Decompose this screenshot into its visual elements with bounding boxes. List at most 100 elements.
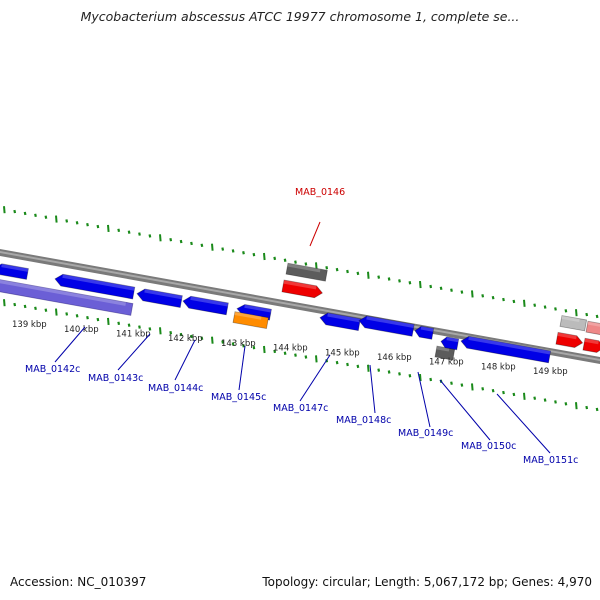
outer-tick bbox=[502, 297, 505, 302]
outer-tick bbox=[148, 234, 152, 238]
outer-tick bbox=[471, 290, 474, 298]
outer-tick bbox=[117, 228, 121, 233]
inner-tick bbox=[159, 327, 162, 335]
inner-tick bbox=[564, 402, 568, 406]
gene-labels: MAB_0146 MAB_0142c MAB_0143c MAB_0144c MAB_0… bbox=[25, 187, 578, 466]
gene-label-mab-0147c: MAB_0147c bbox=[273, 403, 328, 414]
outer-tick bbox=[346, 269, 349, 274]
outer-tick bbox=[377, 275, 381, 279]
outer-tick bbox=[460, 290, 464, 294]
outer-tick bbox=[55, 215, 58, 223]
outer-tick bbox=[543, 305, 547, 309]
gene-label-mab-0142c: MAB_0142c bbox=[25, 364, 80, 375]
inner-tick bbox=[190, 334, 193, 339]
inner-tick bbox=[13, 302, 17, 307]
kbp-label: 147 kbp bbox=[429, 358, 464, 368]
inner-tick bbox=[221, 340, 225, 344]
outer-tick bbox=[65, 219, 69, 223]
outer-tick bbox=[335, 267, 339, 272]
outer-tick bbox=[356, 271, 360, 276]
inner-tick bbox=[86, 315, 89, 320]
kbp-label: 146 kbp bbox=[377, 353, 412, 363]
inner-tick bbox=[252, 345, 256, 350]
gene-block-mab-0145c-product[interactable] bbox=[232, 311, 269, 330]
gene-label-mab-0151c-leader bbox=[496, 393, 551, 454]
gene-label-mab-0146-leader bbox=[309, 221, 321, 247]
gene-block-mab-0151c[interactable] bbox=[460, 335, 552, 364]
outer-tick bbox=[523, 299, 526, 307]
outer-tick bbox=[75, 221, 79, 225]
outer-tick bbox=[221, 247, 225, 251]
kbp-label: 148 kbp bbox=[481, 362, 516, 372]
inner-tick bbox=[523, 392, 526, 400]
gene-label-mab-0142c-leader bbox=[54, 326, 86, 363]
outer-tick bbox=[96, 224, 100, 229]
outer-tick bbox=[263, 252, 266, 261]
gene-block-mab-0147c[interactable] bbox=[319, 312, 361, 332]
inner-tick bbox=[263, 345, 266, 354]
inner-tick bbox=[408, 374, 412, 378]
gene-block-mab-0146[interactable] bbox=[281, 279, 323, 299]
gene-block-mab-0142c[interactable] bbox=[54, 273, 136, 300]
inner-tick bbox=[23, 304, 27, 309]
inner-tick bbox=[200, 336, 204, 341]
inner-tick bbox=[273, 349, 277, 354]
kbp-label: 149 kbp bbox=[533, 367, 568, 377]
gene-block-mab-0148c[interactable] bbox=[358, 315, 415, 337]
inner-tick bbox=[512, 392, 516, 397]
inner-tick bbox=[3, 299, 6, 307]
gene-label-mab-0144c: MAB_0144c bbox=[148, 383, 203, 394]
inner-tick bbox=[377, 368, 381, 372]
gene-block-mab-0142c-product[interactable] bbox=[0, 278, 134, 316]
outer-tick bbox=[252, 252, 256, 257]
gene-label-mab-0151c: MAB_0151c bbox=[523, 455, 578, 466]
kbp-label: 142 kbp bbox=[168, 334, 203, 344]
inner-tick bbox=[429, 377, 433, 382]
gene-block-mab-0153[interactable] bbox=[585, 320, 600, 337]
outer-tick bbox=[159, 234, 162, 242]
gene-block-mab-0150c[interactable] bbox=[440, 336, 460, 351]
outer-tick bbox=[86, 222, 89, 227]
gene-block-mab-0152-product[interactable] bbox=[555, 331, 584, 348]
gene-block-mab-0146-rna[interactable] bbox=[285, 262, 328, 282]
kbp-label: 143 kbp bbox=[221, 339, 256, 349]
inner-tick bbox=[575, 402, 578, 410]
inner-tick bbox=[585, 405, 589, 410]
outer-tick bbox=[3, 206, 6, 214]
outer-tick bbox=[304, 262, 308, 266]
gene-block-mab-0149c[interactable] bbox=[414, 325, 435, 340]
inner-tick bbox=[138, 325, 141, 329]
gene-label-mab-0150c-leader bbox=[439, 379, 491, 441]
chromosome-backbone bbox=[0, 249, 600, 364]
gene-block-mab-0149c-product[interactable] bbox=[434, 345, 456, 361]
inner-tick bbox=[96, 317, 100, 322]
inner-tick bbox=[34, 306, 37, 311]
outer-tick bbox=[315, 262, 318, 270]
gene-label-mab-0145c: MAB_0145c bbox=[211, 392, 266, 403]
gene-block-mab-0141c[interactable] bbox=[0, 263, 29, 280]
inner-tick bbox=[294, 353, 297, 357]
inner-tick bbox=[533, 396, 537, 400]
outer-tick bbox=[450, 288, 453, 292]
outer-tick bbox=[398, 279, 401, 283]
inner-tick bbox=[595, 407, 599, 412]
gene-block-mab-0144c[interactable] bbox=[182, 295, 229, 316]
inner-tick bbox=[460, 383, 464, 387]
outer-tick bbox=[595, 314, 599, 319]
inner-tick bbox=[127, 323, 131, 327]
gene-label-mab-0145c-leader bbox=[238, 345, 246, 391]
outer-tick bbox=[481, 294, 485, 298]
gene-block-mab-0143c[interactable] bbox=[136, 288, 183, 309]
outer-tick bbox=[273, 256, 277, 261]
gene-block-mab-0153-product[interactable] bbox=[582, 337, 600, 353]
gene-track[interactable] bbox=[0, 262, 600, 364]
inner-tick bbox=[117, 321, 121, 326]
gene-label-mab-0148c-leader bbox=[369, 364, 376, 414]
kbp-label: 144 kbp bbox=[273, 344, 308, 354]
inner-tick bbox=[75, 314, 79, 318]
inner-tick-row bbox=[3, 299, 599, 412]
gene-block-mab-0152[interactable] bbox=[559, 315, 588, 332]
gene-label-mab-0143c: MAB_0143c bbox=[88, 373, 143, 384]
inner-tick bbox=[471, 383, 474, 391]
